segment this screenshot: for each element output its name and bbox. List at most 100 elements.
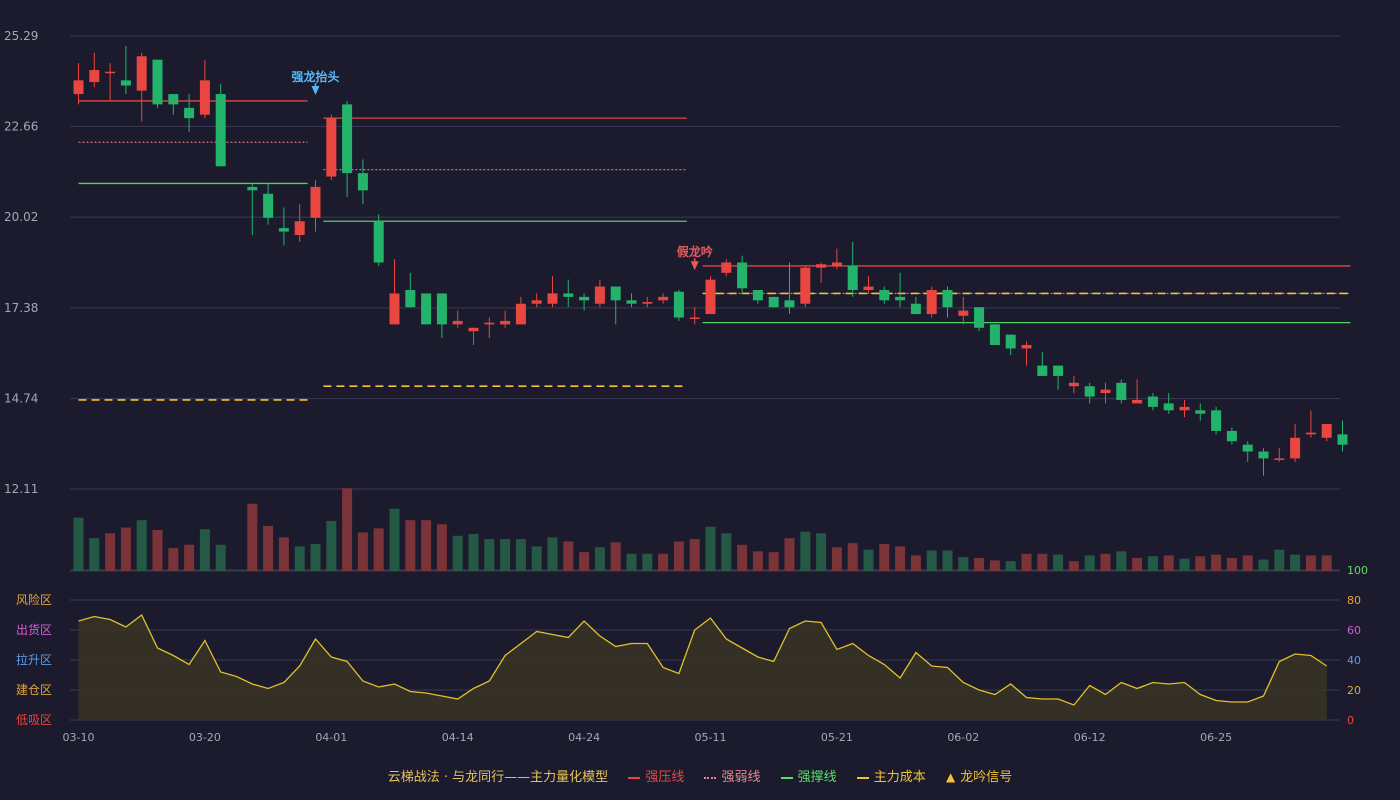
candle-body (1147, 396, 1158, 407)
signal-arrow-icon (311, 85, 320, 95)
indicator-tick-label: 100 (1347, 564, 1368, 577)
volume-bar (278, 537, 289, 571)
candle-body (1068, 382, 1079, 387)
line-swatch-icon (780, 776, 793, 779)
candle-body (658, 296, 669, 301)
volume-bar (310, 543, 321, 571)
candle-body (1290, 437, 1301, 459)
candle-body (642, 302, 653, 304)
candle-body (1132, 399, 1143, 404)
volume-bar (547, 537, 558, 571)
date-tick-label: 06-02 (947, 731, 979, 744)
volume-bar (515, 539, 526, 571)
volume-bar (199, 529, 210, 571)
volume-bar (73, 517, 84, 571)
volume-bar (816, 533, 827, 571)
volume-bar (1226, 557, 1237, 571)
volume-bar (1021, 553, 1032, 571)
volume-bar (247, 503, 258, 571)
indicator-area (78, 615, 1327, 720)
volume-bar (89, 538, 100, 571)
date-tick-label: 06-12 (1074, 731, 1106, 744)
volume-bar (184, 544, 195, 571)
candle-body (263, 193, 274, 218)
candle-body (405, 289, 416, 308)
date-tick-label: 03-10 (63, 731, 95, 744)
legend-item-pressure[interactable]: 强压线 (628, 766, 684, 785)
candle-body (500, 320, 511, 325)
candle-body (1084, 386, 1095, 397)
candle-body (89, 70, 100, 83)
price-tick-label: 17.38 (4, 301, 38, 315)
zone-label: 建仓区 (16, 683, 52, 697)
dotted-swatch-icon (704, 776, 717, 779)
volume-bar (1147, 556, 1158, 571)
volume-bar (357, 532, 368, 571)
zone-label: 拉升区 (16, 652, 52, 667)
legend-item-cost[interactable]: 主力成本 (856, 766, 926, 785)
candle-body (168, 94, 179, 105)
candle-body (120, 80, 131, 86)
volume-bar (752, 551, 763, 571)
signal-label: 强龙抬头 (291, 69, 339, 84)
volume-bar (1195, 556, 1206, 571)
candle-body (1337, 434, 1348, 445)
candle-body (515, 303, 526, 325)
price-tick-label: 25.29 (4, 29, 38, 43)
candle-body (895, 296, 906, 301)
candle-body (958, 310, 969, 316)
candle-body (531, 300, 542, 304)
volume-bar (721, 533, 732, 571)
candle-body (389, 293, 400, 325)
candle-body (1100, 389, 1111, 394)
legend: 云梯战法 · 与龙同行——主力量化模型 强压线 强弱线 强撑线 主力成本 ▲ 龙吟… (0, 766, 1400, 786)
price-tick-label: 22.66 (4, 119, 38, 133)
volume-bar (1084, 555, 1095, 571)
candle-body (863, 286, 874, 290)
volume-bar (136, 520, 147, 571)
volume-bar (768, 552, 779, 571)
volume-bar (958, 557, 969, 571)
candle-body (468, 327, 479, 332)
volume-bar (895, 546, 906, 571)
zone-label: 低吸区 (16, 713, 52, 727)
candle-body (1305, 432, 1316, 435)
legend-item-support[interactable]: 强撑线 (780, 766, 837, 785)
candle-body (879, 289, 890, 301)
volume-bar (421, 520, 432, 571)
candle-body (484, 322, 495, 325)
dashed-swatch-icon (856, 776, 869, 779)
volume-bar (1100, 553, 1111, 571)
candle-body (1274, 458, 1285, 460)
signal-label: 假龙吟 (677, 244, 713, 259)
candle-body (152, 59, 163, 105)
volume-bar (594, 547, 605, 571)
legend-item-weak[interactable]: 强弱线 (704, 766, 761, 785)
candle-body (579, 296, 590, 301)
candle-body (452, 320, 463, 325)
date-tick-label: 04-24 (568, 731, 600, 744)
date-tick-label: 04-14 (442, 731, 474, 744)
legend-item-signal[interactable]: ▲ 龙吟信号 (945, 770, 1013, 785)
volume-bar (1179, 558, 1190, 571)
candle-body (816, 264, 827, 268)
candle-body (942, 289, 953, 308)
candle-body (910, 303, 921, 315)
volume-bar (1258, 559, 1269, 571)
line-swatch-icon (628, 776, 641, 779)
volume-bar (373, 528, 384, 571)
volume-bar (1053, 554, 1064, 571)
candle-body (310, 186, 321, 218)
candle-body (357, 173, 368, 191)
indicator-lines (78, 100, 1351, 401)
volume-bar (105, 533, 116, 571)
candle-body (436, 293, 447, 325)
candle-body (1226, 430, 1237, 442)
candle-body (1242, 444, 1253, 452)
candle-body (705, 279, 716, 315)
price-tick-label: 20.02 (4, 210, 38, 224)
volume-bar (405, 520, 416, 571)
candle-body (247, 186, 258, 191)
